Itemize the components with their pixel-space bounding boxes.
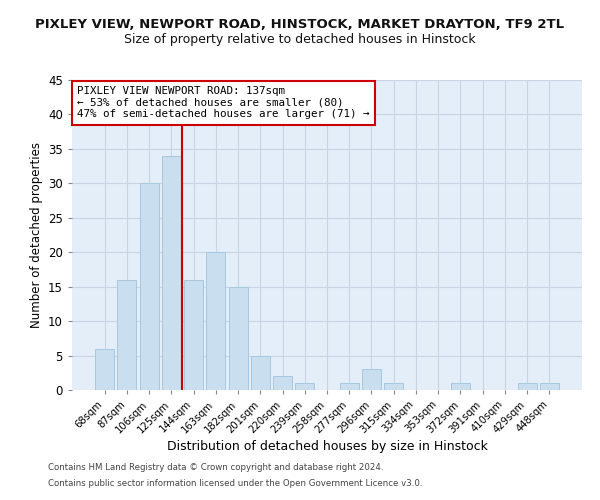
Bar	[362, 370, 381, 390]
Bar	[295, 383, 314, 390]
Bar	[118, 280, 136, 390]
Bar	[162, 156, 181, 390]
Bar	[229, 286, 248, 390]
Bar	[451, 383, 470, 390]
Text: PIXLEY VIEW, NEWPORT ROAD, HINSTOCK, MARKET DRAYTON, TF9 2TL: PIXLEY VIEW, NEWPORT ROAD, HINSTOCK, MAR…	[35, 18, 565, 30]
Y-axis label: Number of detached properties: Number of detached properties	[29, 142, 43, 328]
Text: Contains public sector information licensed under the Open Government Licence v3: Contains public sector information licen…	[48, 478, 422, 488]
Bar	[540, 383, 559, 390]
Bar	[251, 356, 270, 390]
Bar	[95, 348, 114, 390]
Bar	[340, 383, 359, 390]
X-axis label: Distribution of detached houses by size in Hinstock: Distribution of detached houses by size …	[167, 440, 487, 453]
Text: PIXLEY VIEW NEWPORT ROAD: 137sqm
← 53% of detached houses are smaller (80)
47% o: PIXLEY VIEW NEWPORT ROAD: 137sqm ← 53% o…	[77, 86, 370, 120]
Bar	[384, 383, 403, 390]
Bar	[273, 376, 292, 390]
Bar	[140, 184, 158, 390]
Bar	[206, 252, 225, 390]
Text: Size of property relative to detached houses in Hinstock: Size of property relative to detached ho…	[124, 32, 476, 46]
Bar	[184, 280, 203, 390]
Bar	[518, 383, 536, 390]
Text: Contains HM Land Registry data © Crown copyright and database right 2024.: Contains HM Land Registry data © Crown c…	[48, 464, 383, 472]
